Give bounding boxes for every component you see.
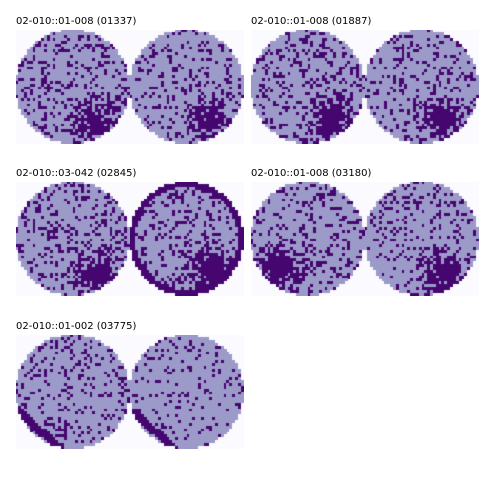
wafer-map-image <box>16 335 130 449</box>
panel-title: 02-010::03-042 (02845) <box>16 168 137 179</box>
wafer-map-image <box>130 182 244 296</box>
wafer-map-image <box>16 30 130 144</box>
wafer-map-image <box>16 182 130 296</box>
wafer-map-image <box>251 182 365 296</box>
wafer-pair-panel: 02-010::01-008 (01337) <box>16 16 244 148</box>
wafer-map-image <box>251 30 365 144</box>
wafer-map-image <box>130 335 244 449</box>
wafer-map-pair <box>251 30 479 144</box>
wafer-map-pair <box>251 182 479 296</box>
panel-title: 02-010::01-008 (01337) <box>16 16 137 27</box>
wafer-map-image <box>130 30 244 144</box>
wafer-map-image <box>365 182 479 296</box>
panel-title: 02-010::01-008 (03180) <box>251 168 372 179</box>
wafer-pair-panel: 02-010::03-042 (02845) <box>16 168 244 300</box>
wafer-pair-panel: 02-010::01-008 (03180) <box>251 168 479 300</box>
wafer-map-pair <box>16 30 244 144</box>
wafer-map-pair <box>16 335 244 449</box>
wafer-map-pair <box>16 182 244 296</box>
panel-title: 02-010::01-008 (01887) <box>251 16 372 27</box>
wafer-pair-panel: 02-010::01-008 (01887) <box>251 16 479 148</box>
wafer-pair-panel: 02-010::01-002 (03775) <box>16 321 244 453</box>
wafer-map-image <box>365 30 479 144</box>
panel-title: 02-010::01-002 (03775) <box>16 321 137 332</box>
